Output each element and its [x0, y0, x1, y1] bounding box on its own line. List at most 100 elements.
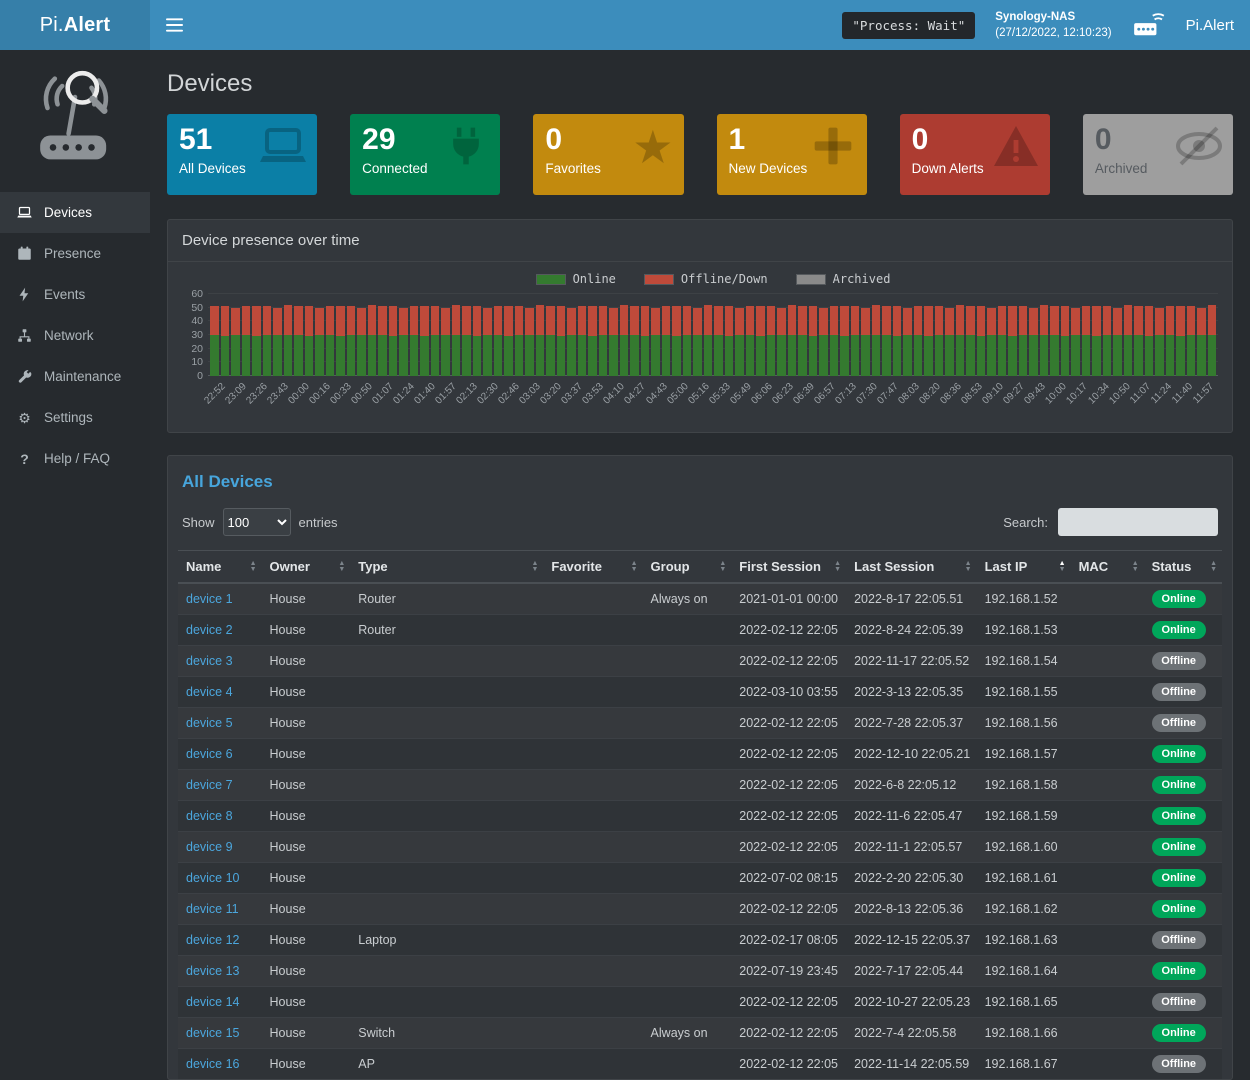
sidebar-item-maintenance[interactable]: Maintenance — [0, 356, 150, 397]
cell: 2022-02-12 22:05 — [731, 1018, 846, 1049]
offline-segment — [263, 306, 272, 335]
sidebar-item-devices[interactable]: Devices — [0, 192, 150, 233]
cell — [543, 1018, 642, 1049]
chart-bar — [998, 306, 1007, 376]
device-link[interactable]: device 1 — [186, 592, 233, 606]
chart-bar — [935, 306, 944, 376]
device-link[interactable]: device 3 — [186, 654, 233, 668]
cell: 192.168.1.64 — [977, 956, 1071, 987]
entries-select[interactable]: 100 — [223, 508, 291, 536]
col-header-owner[interactable]: Owner▲▼ — [262, 551, 351, 584]
col-header-group[interactable]: Group▲▼ — [643, 551, 732, 584]
col-header-first-session[interactable]: First Session▲▼ — [731, 551, 846, 584]
user-menu[interactable]: Pi.Alert — [1186, 17, 1234, 34]
online-segment — [536, 335, 545, 376]
chart-bar — [515, 306, 524, 376]
col-header-type[interactable]: Type▲▼ — [350, 551, 543, 584]
online-segment — [494, 335, 503, 376]
offline-segment — [819, 308, 828, 335]
offline-segment — [998, 306, 1007, 335]
network-icon — [16, 328, 33, 343]
sidebar-item-events[interactable]: Events — [0, 274, 150, 315]
online-segment — [935, 335, 944, 376]
status-badge: Online — [1152, 869, 1206, 887]
device-link[interactable]: device 13 — [186, 964, 240, 978]
device-link[interactable]: device 8 — [186, 809, 233, 823]
col-header-last-session[interactable]: Last Session▲▼ — [846, 551, 977, 584]
cell: AP — [350, 1049, 543, 1080]
chart-bar — [1061, 306, 1070, 376]
online-segment — [347, 335, 356, 376]
online-segment — [305, 336, 314, 376]
sidebar-item-presence[interactable]: Presence — [0, 233, 150, 274]
sidebar-item-help-faq[interactable]: ?Help / FAQ — [0, 438, 150, 479]
status-cell: Online — [1144, 894, 1222, 925]
menu-toggle-icon[interactable] — [166, 18, 183, 32]
online-segment — [714, 335, 723, 376]
device-link[interactable]: device 16 — [186, 1057, 240, 1071]
chart-bar — [851, 306, 860, 376]
chart-bar — [1040, 305, 1049, 376]
online-segment — [263, 335, 272, 376]
sidebar-item-network[interactable]: Network — [0, 315, 150, 356]
chart-bar — [242, 306, 251, 376]
status-cell: Online — [1144, 956, 1222, 987]
offline-segment — [588, 306, 597, 336]
device-link[interactable]: device 2 — [186, 623, 233, 637]
device-link[interactable]: device 10 — [186, 871, 240, 885]
col-header-mac[interactable]: MAC▲▼ — [1071, 551, 1144, 584]
col-header-status[interactable]: Status▲▼ — [1144, 551, 1222, 584]
col-header-favorite[interactable]: Favorite▲▼ — [543, 551, 642, 584]
chart-bar — [630, 306, 639, 376]
status-badge: Online — [1152, 776, 1206, 794]
device-link[interactable]: device 14 — [186, 995, 240, 1009]
chart-bar — [557, 306, 566, 376]
device-link[interactable]: device 9 — [186, 840, 233, 854]
online-segment — [294, 335, 303, 376]
online-segment — [588, 336, 597, 376]
online-segment — [956, 335, 965, 376]
device-link[interactable]: device 12 — [186, 933, 240, 947]
offline-segment — [1040, 305, 1049, 335]
name-cell: device 3 — [178, 646, 262, 677]
chart-bar — [252, 306, 261, 376]
y-tick-label: 50 — [191, 302, 203, 314]
col-header-last-ip[interactable]: Last IP▲▼ — [977, 551, 1071, 584]
cell — [1071, 1018, 1144, 1049]
x-tick: 10:50 — [1113, 378, 1134, 426]
online-segment — [924, 336, 933, 376]
online-segment — [704, 335, 713, 376]
offline-segment — [252, 306, 261, 336]
offline-segment — [221, 306, 230, 336]
sort-icon: ▲▼ — [338, 561, 345, 573]
device-link[interactable]: device 6 — [186, 747, 233, 761]
cell: 192.168.1.65 — [977, 987, 1071, 1018]
cell: House — [262, 863, 351, 894]
device-link[interactable]: device 7 — [186, 778, 233, 792]
legend-swatch — [796, 274, 826, 285]
entries-label: entries — [299, 515, 338, 530]
sidebar-item-settings[interactable]: ⚙Settings — [0, 397, 150, 438]
device-link[interactable]: device 4 — [186, 685, 233, 699]
name-cell: device 2 — [178, 615, 262, 646]
host-info: Synology-NAS (27/12/2022, 12:10:23) — [995, 9, 1111, 41]
device-link[interactable]: device 15 — [186, 1026, 240, 1040]
offline-segment — [389, 306, 398, 336]
device-link[interactable]: device 5 — [186, 716, 233, 730]
offline-segment — [767, 306, 776, 335]
online-segment — [683, 335, 692, 376]
device-link[interactable]: device 11 — [186, 902, 239, 916]
search-input[interactable] — [1058, 508, 1218, 536]
app-brand[interactable]: Pi.Alert — [0, 0, 150, 50]
col-header-name[interactable]: Name▲▼ — [178, 551, 262, 584]
status-cell: Online — [1144, 583, 1222, 615]
